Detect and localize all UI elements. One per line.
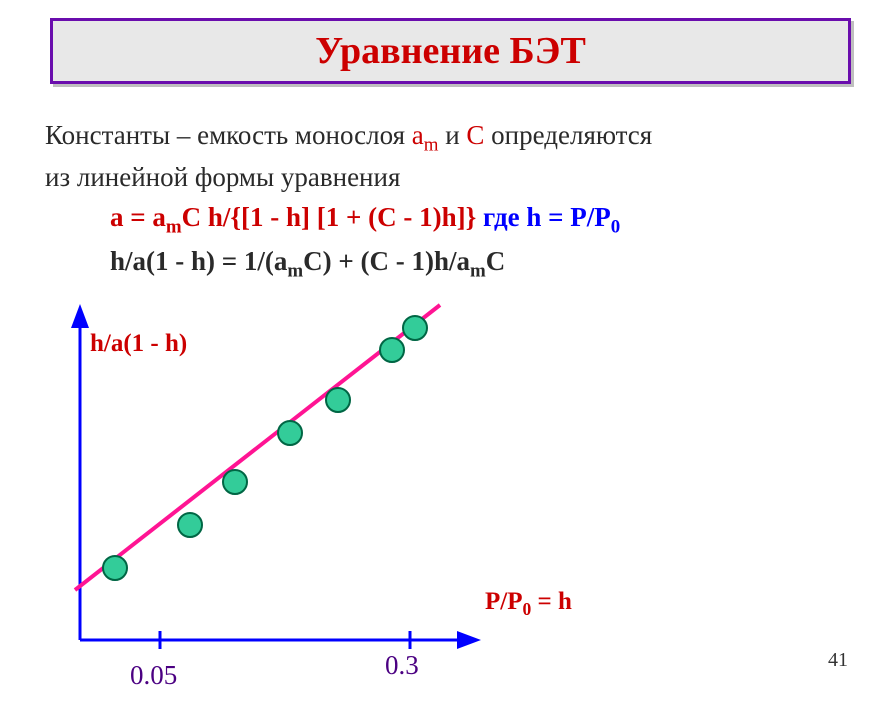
data-point [380, 338, 404, 362]
bet-chart [60, 300, 760, 700]
equation-2: h/a(1 - h) = 1/(amC) + (C - 1)h/amC [110, 246, 505, 282]
slide-number: 41 [828, 649, 848, 672]
slide-title: Уравнение БЭТ [315, 29, 586, 73]
data-point [223, 470, 247, 494]
data-point [326, 388, 350, 412]
data-point [178, 513, 202, 537]
title-box: Уравнение БЭТ [50, 18, 851, 84]
data-point [403, 316, 427, 340]
data-point [278, 421, 302, 445]
line-1: Константы – емкость монослоя am и С опре… [45, 120, 652, 156]
line-2: из линейной формы уравнения [45, 162, 400, 193]
equation-1: a = amC h/{[1 - h] [1 + (C - 1)h]} где h… [110, 202, 620, 238]
data-point [103, 556, 127, 580]
